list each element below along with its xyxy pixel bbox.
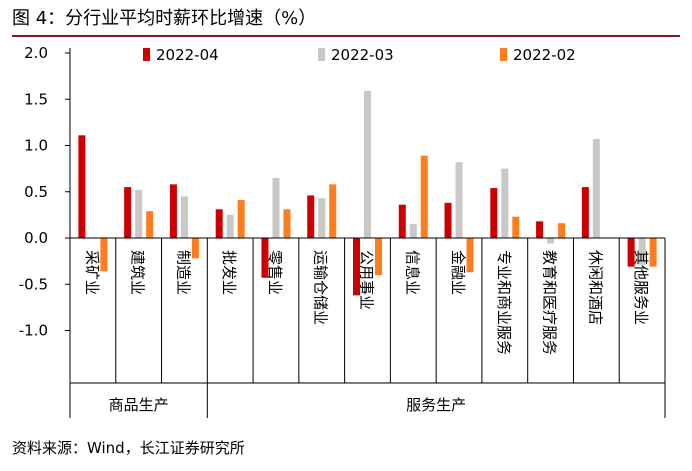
title-rule (12, 35, 680, 37)
y-tick-label: -0.5 (19, 275, 48, 293)
x-axis: 采矿业 建筑业 制造业 批发业 零售业 运输仓储业 公用事业 信息业 金融业 专业和商业服务 教育和… (69, 237, 666, 418)
legend-swatch-2022-04 (143, 48, 150, 61)
bar-2022-03-信息业 (409, 224, 417, 238)
source-note: 资料来源：Wind，长江证券研究所 (12, 439, 245, 457)
x-category-label: 制造业 (174, 250, 192, 295)
legend-label-2022-02: 2022-02 (513, 46, 576, 64)
bar-2022-04-运输仓储业 (307, 195, 315, 238)
bar-2022-04-零售业 (261, 238, 269, 278)
y-axis: 2.0 1.5 1.0 0.5 0.0 -0.5 -1.0 (19, 44, 71, 418)
legend-label-2022-04: 2022-04 (156, 46, 219, 64)
legend-label-2022-03: 2022-03 (331, 46, 394, 64)
bar-2022-04-休闲和酒店 (581, 187, 589, 238)
x-category-label: 建筑业 (129, 250, 147, 295)
bar-chart: 2022-04 2022-03 2022-02 2.0 1.5 1.0 0.5 0.0 -0.… (19, 44, 666, 418)
bar-2022-02-公用事业 (375, 238, 382, 275)
bar-2022-03-零售业 (272, 177, 280, 238)
bar-2022-03-建筑业 (135, 189, 143, 238)
x-category-label: 休闲和酒店 (586, 250, 604, 325)
bar-2022-03-教育和医疗服务 (547, 238, 555, 244)
bar-2022-02-专业和商业服务 (512, 216, 520, 238)
bar-2022-03-休闲和酒店 (592, 139, 600, 238)
legend-swatch-2022-02 (500, 48, 507, 61)
bar-2022-02-制造业 (191, 238, 199, 259)
bar-2022-03-专业和商业服务 (501, 168, 509, 238)
x-category-label: 其他服务业 (632, 250, 650, 325)
x-category-label: 公用事业 (358, 250, 376, 310)
x-category-label: 零售业 (266, 250, 284, 295)
x-category-label: 批发业 (220, 250, 238, 295)
y-tick-label: 1.5 (24, 90, 48, 108)
bar-2022-03-公用事业 (364, 90, 371, 238)
bar-2022-02-教育和医疗服务 (558, 223, 566, 238)
bar-2022-04-专业和商业服务 (490, 188, 498, 238)
chart-title: 图 4：分行业平均时薪环比增速（%） (12, 8, 317, 29)
bar-2022-04-采矿业 (78, 135, 86, 238)
bar-marks (78, 90, 657, 296)
y-tick-label: -1.0 (19, 322, 48, 340)
bar-2022-02-其他服务业 (649, 238, 657, 267)
x-group-label: 服务生产 (406, 396, 466, 414)
y-tick-label: 0.5 (24, 183, 48, 201)
x-category-label: 采矿业 (83, 250, 101, 295)
bar-2022-02-零售业 (283, 209, 291, 238)
bar-2022-02-采矿业 (100, 238, 108, 272)
bar-2022-02-运输仓储业 (329, 184, 337, 238)
bar-2022-02-建筑业 (146, 211, 154, 238)
x-category-label: 信息业 (403, 250, 421, 295)
bar-2022-02-批发业 (237, 200, 245, 238)
bar-2022-04-信息业 (398, 204, 406, 238)
bar-2022-03-批发业 (226, 214, 234, 238)
x-category-label: 教育和医疗服务 (541, 250, 559, 355)
bar-2022-02-信息业 (420, 155, 428, 238)
legend-swatch-2022-03 (318, 48, 325, 61)
x-category-label: 运输仓储业 (312, 250, 330, 325)
y-tick-label: 2.0 (24, 44, 48, 62)
x-group-label: 商品生产 (109, 396, 169, 414)
bar-2022-04-金融业 (444, 202, 452, 238)
bar-2022-03-制造业 (180, 196, 188, 238)
bar-2022-03-其他服务业 (638, 238, 646, 265)
bar-2022-03-运输仓储业 (318, 198, 326, 238)
x-category-label: 金融业 (449, 250, 467, 295)
bar-2022-04-批发业 (215, 209, 223, 238)
bar-2022-04-教育和医疗服务 (536, 221, 544, 238)
y-tick-label: 0.0 (24, 229, 48, 247)
bar-2022-04-其他服务业 (627, 238, 635, 267)
legend: 2022-04 2022-03 2022-02 (143, 46, 576, 64)
bar-2022-02-金融业 (466, 238, 474, 273)
bar-2022-04-建筑业 (124, 187, 132, 238)
bar-2022-03-金融业 (455, 162, 463, 238)
x-category-label: 专业和商业服务 (495, 250, 513, 355)
bar-2022-04-制造业 (169, 184, 177, 238)
bar-2022-04-公用事业 (353, 238, 360, 296)
y-tick-label: 1.0 (24, 137, 48, 155)
